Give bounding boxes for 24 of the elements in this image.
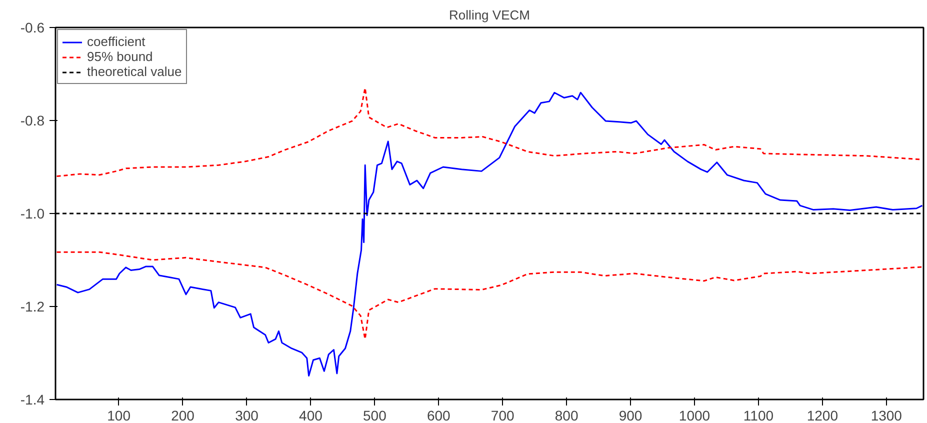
x-tick-label: 1100 (743, 408, 774, 423)
legend-label: 95% bound (87, 49, 153, 64)
y-tick-label: -0.8 (20, 112, 45, 128)
x-tick-label: 900 (618, 408, 642, 423)
chart-title: Rolling VECM (449, 8, 530, 22)
x-tick-label: 100 (107, 408, 131, 423)
x-tick-label: 200 (171, 408, 195, 423)
x-tick-label: 300 (235, 408, 259, 423)
x-tick-label: 1000 (678, 408, 710, 423)
legend-label: theoretical value (87, 64, 182, 79)
x-tick-label: 500 (363, 408, 387, 423)
x-tick-label: 400 (299, 408, 323, 423)
y-tick-label: -1.0 (20, 206, 45, 222)
legend-label: coefficient (87, 34, 146, 49)
line-series (56, 251, 923, 340)
y-tick-label: -0.6 (20, 20, 45, 36)
x-tick-label: 1200 (806, 408, 838, 423)
x-tick-label: 800 (554, 408, 578, 423)
x-tick-label: 600 (426, 408, 451, 423)
line-series (56, 92, 923, 377)
x-tick-label: 1300 (870, 408, 902, 423)
y-tick-label: -1.4 (20, 392, 45, 408)
x-tick-label: 700 (490, 408, 515, 423)
y-tick-label: -1.2 (20, 298, 45, 314)
